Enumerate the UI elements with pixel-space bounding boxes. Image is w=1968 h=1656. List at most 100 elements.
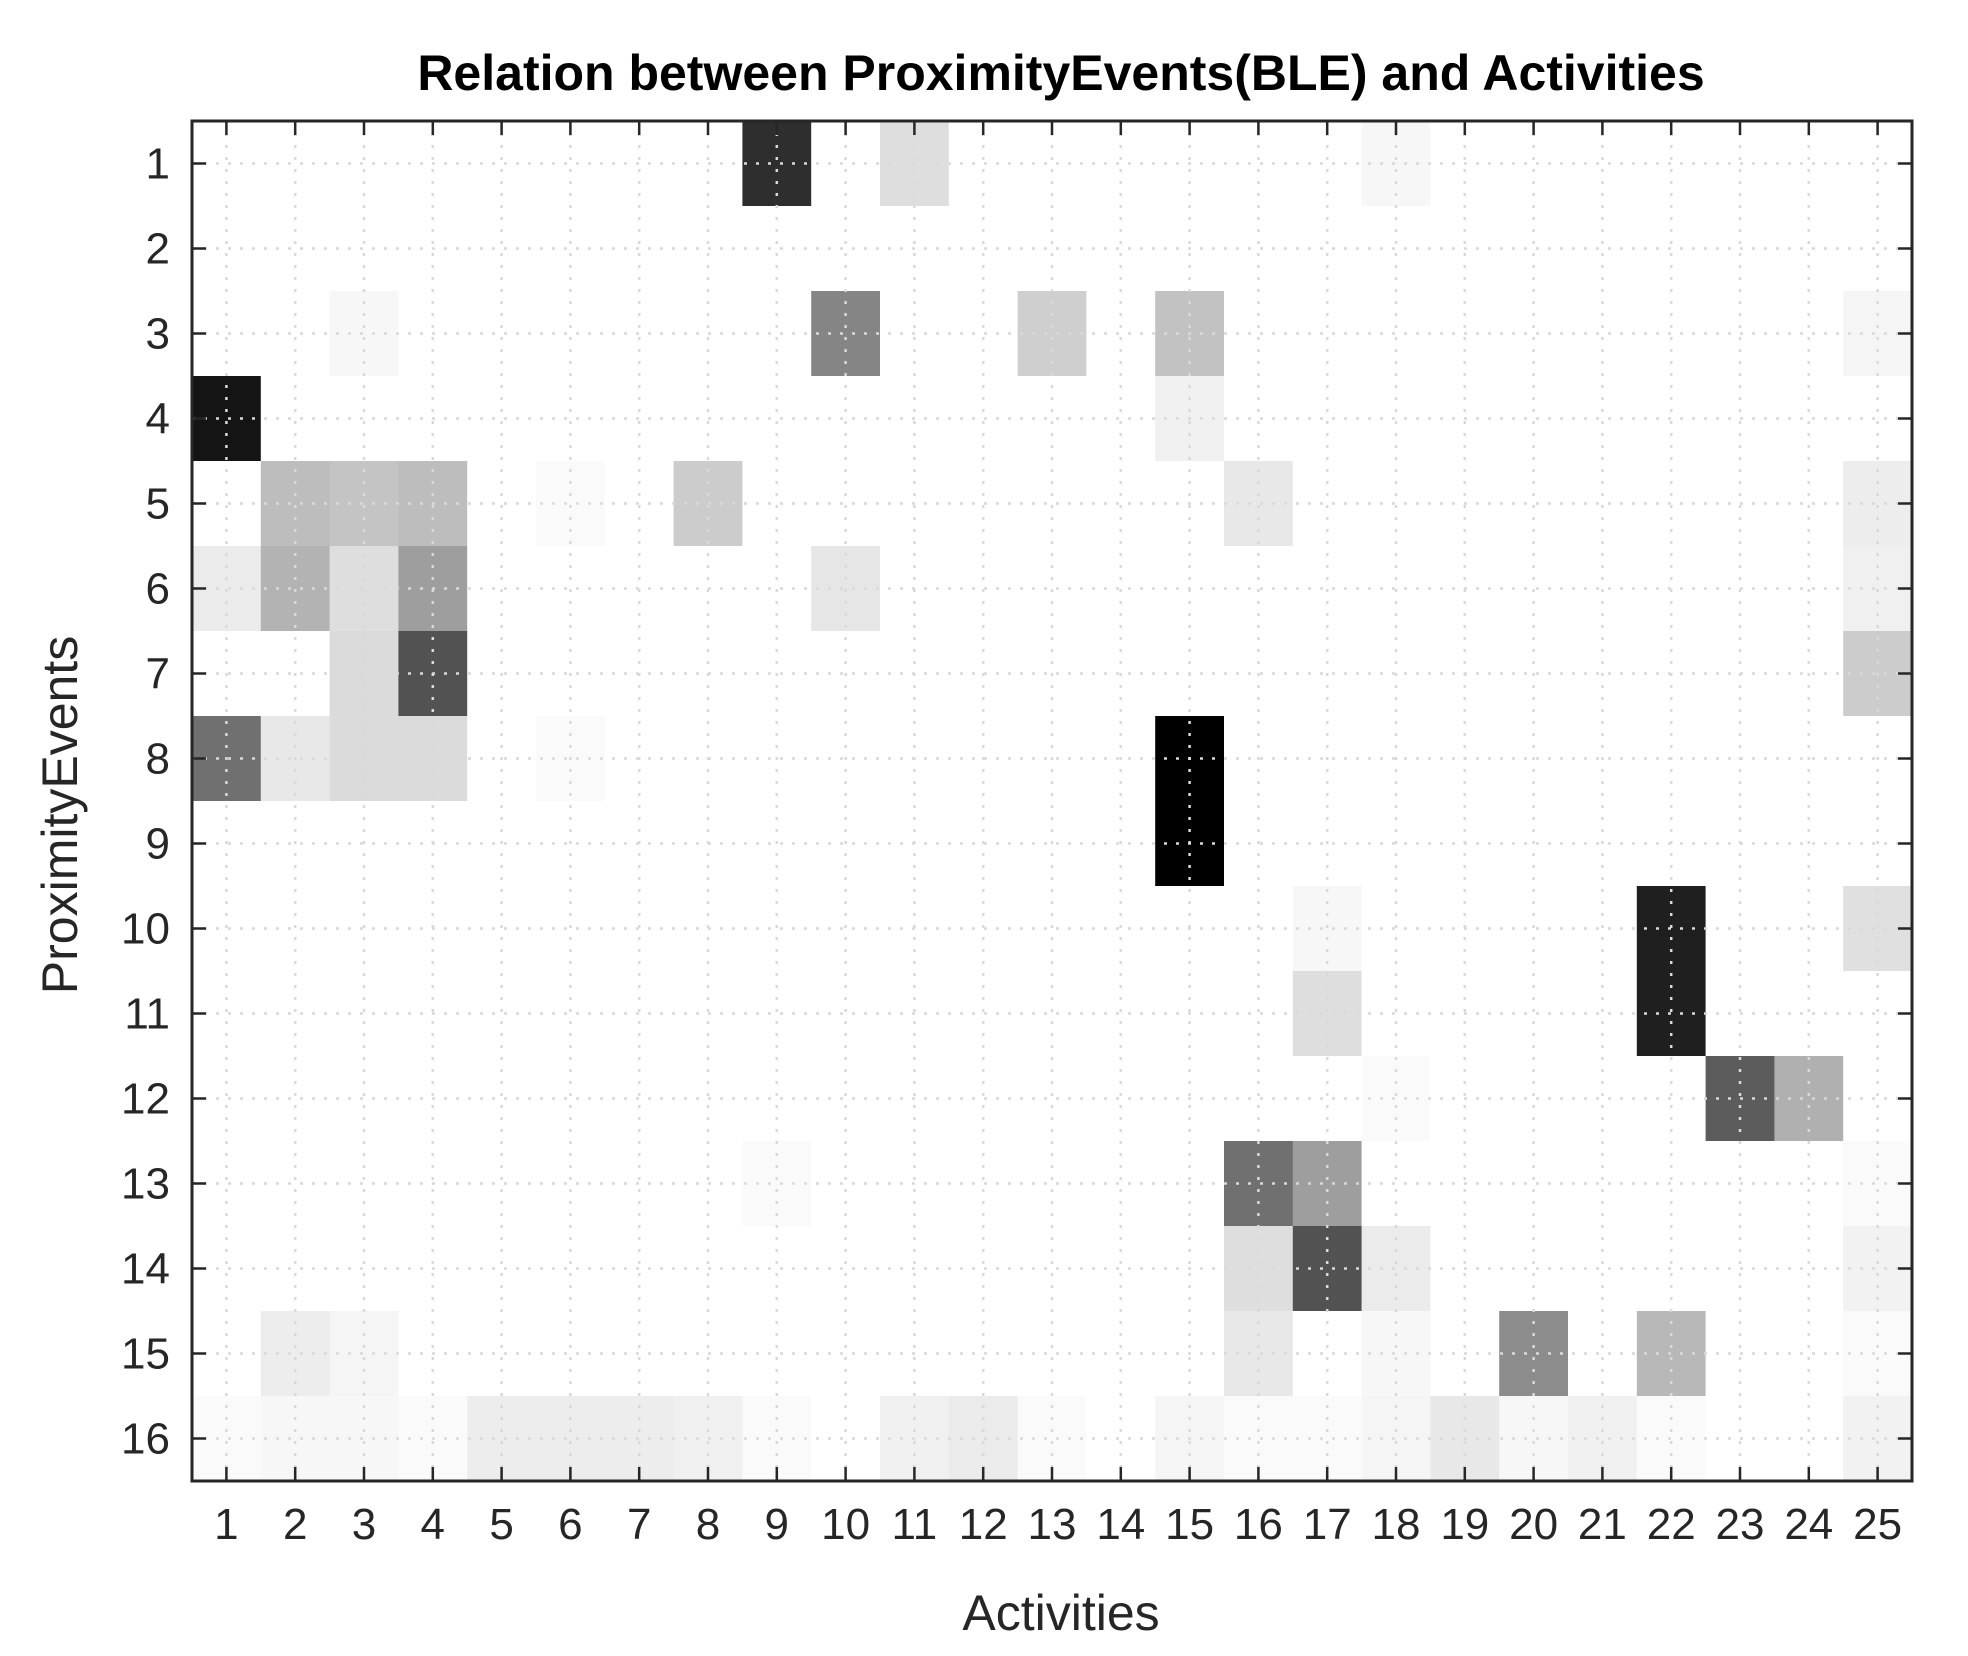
x-tick-label-16: 16	[1234, 1500, 1283, 1549]
heatmap-cell-r12-c18	[1361, 1056, 1431, 1142]
x-tick-label-4: 4	[421, 1500, 445, 1549]
heatmap-cell-r4-c20	[1499, 376, 1569, 462]
heatmap-cell-r12-c24	[1774, 1056, 1844, 1142]
x-tick-label-1: 1	[214, 1500, 238, 1549]
heatmap-cell-r12-c21	[1568, 1056, 1638, 1142]
heatmap-cell-r12-c16	[1224, 1056, 1294, 1142]
heatmap-cell-r6-c2	[260, 546, 331, 632]
x-tick-label-8: 8	[696, 1500, 720, 1549]
heatmap-cell-r12-c5	[467, 1056, 537, 1142]
heatmap-cell-r6-c21	[1568, 546, 1638, 632]
x-tick-label-14: 14	[1096, 1500, 1145, 1549]
heatmap-cell-r12-c7	[604, 1056, 675, 1142]
heatmap-cell-r12-c13	[1017, 1056, 1087, 1142]
heatmap-cell-r10-c10	[811, 886, 881, 972]
heatmap-cell-r4-c12	[948, 376, 1019, 462]
heatmap-cell-r11-c5	[467, 971, 537, 1057]
x-tick-label-22: 22	[1647, 1500, 1696, 1549]
heatmap-cell-r11-c18	[1361, 971, 1431, 1057]
x-tick-label-24: 24	[1784, 1500, 1833, 1549]
x-tick-label-18: 18	[1372, 1500, 1421, 1549]
heatmap-cell-r5-c2	[260, 461, 331, 547]
heatmap-cell-r10-c5	[467, 886, 537, 972]
heatmap-cell-r6-c20	[1499, 546, 1569, 632]
heatmap-cell-r4-c18	[1361, 376, 1431, 462]
x-tick-label-9: 9	[765, 1500, 789, 1549]
y-tick-label-6: 6	[146, 565, 170, 614]
heatmap-cell-r5-c14	[1086, 461, 1156, 547]
heatmap-cell-r5-c16	[1224, 461, 1294, 547]
heatmap-cell-r11-c13	[1017, 971, 1087, 1057]
heatmap-cell-r10-c16	[1224, 886, 1294, 972]
x-tick-labels: 1 2 3 4 5 6 7 8 9 10 11 12 13 14 15 16 17 18 19 20 21 22 23 24 2…	[214, 1500, 1902, 1549]
heatmap-cell-r10-c21	[1568, 886, 1638, 972]
heatmap-cell-r6-c18	[1361, 546, 1431, 632]
heatmap-cell-r10-c22	[1636, 886, 1707, 972]
heatmap-cell-r4-c21	[1568, 376, 1638, 462]
heatmap-cell-r6-c10	[811, 546, 881, 632]
heatmap-cell-r10-c14	[1086, 886, 1156, 972]
heatmap-cell-r6-c17	[1292, 546, 1363, 632]
heatmap-cell-r6-c6	[536, 546, 606, 632]
heatmap-cell-r11-c21	[1568, 971, 1638, 1057]
y-tick-label-11: 11	[124, 990, 170, 1039]
heatmap-cell-r4-c6	[536, 376, 606, 462]
x-tick-label-12: 12	[959, 1500, 1008, 1549]
heatmap-cell-r4-c22	[1636, 376, 1707, 462]
heatmap-cell-r4-c14	[1086, 376, 1156, 462]
x-tick-label-25: 25	[1853, 1500, 1902, 1549]
heatmap-cell-r11-c9	[742, 971, 812, 1057]
heatmap-cell-r6-c9	[742, 546, 812, 632]
heatmap-cell-r5-c13	[1017, 461, 1087, 547]
y-tick-label-1: 1	[146, 140, 170, 189]
heatmap-cells	[192, 121, 1913, 1482]
heatmap-cell-r12-c3	[329, 1056, 399, 1142]
heatmap-cell-r10-c13	[1017, 886, 1087, 972]
heatmap-cell-r4-c3	[329, 376, 399, 462]
heatmap-cell-r6-c24	[1774, 546, 1844, 632]
heatmap-cell-r11-c16	[1224, 971, 1294, 1057]
chart-title: Relation between ProximityEvents(BLE) an…	[417, 45, 1704, 101]
heatmap-cell-r10-c18	[1361, 886, 1431, 972]
heatmap-cell-r5-c17	[1292, 461, 1363, 547]
heatmap-cell-r6-c7	[604, 546, 675, 632]
heatmap-cell-r11-c17	[1292, 971, 1363, 1057]
heatmap-cell-r12-c22	[1636, 1056, 1707, 1142]
heatmap-cell-r4-c7	[604, 376, 675, 462]
x-tick-label-11: 11	[892, 1500, 938, 1549]
heatmap-cell-r12-c17	[1292, 1056, 1363, 1142]
x-tick-label-17: 17	[1303, 1500, 1352, 1549]
x-tick-label-20: 20	[1509, 1500, 1558, 1549]
heatmap-cell-r12-c10	[811, 1056, 881, 1142]
heatmap-cell-r4-c24	[1774, 376, 1844, 462]
y-tick-label-10: 10	[121, 905, 170, 954]
x-tick-label-19: 19	[1440, 1500, 1489, 1549]
y-tick-label-8: 8	[146, 735, 170, 784]
y-tick-label-4: 4	[146, 395, 170, 444]
heatmap-cell-r6-c22	[1636, 546, 1707, 632]
heatmap-cell-r6-c3	[329, 546, 399, 632]
heatmap-cell-r10-c24	[1774, 886, 1844, 972]
y-tick-label-7: 7	[146, 650, 170, 699]
heatmap-cell-r4-c16	[1224, 376, 1294, 462]
y-axis-label: ProximityEvents	[32, 636, 88, 994]
heatmap-cell-r11-c2	[260, 971, 331, 1057]
y-tick-label-12: 12	[121, 1075, 170, 1124]
heatmap-cell-r4-c2	[260, 376, 331, 462]
heatmap-cell-r11-c7	[604, 971, 675, 1057]
heatmap-cell-r11-c3	[329, 971, 399, 1057]
x-tick-label-10: 10	[821, 1500, 870, 1549]
y-tick-label-2: 2	[146, 225, 170, 274]
x-tick-label-15: 15	[1165, 1500, 1214, 1549]
heatmap-cell-r4-c13	[1017, 376, 1087, 462]
y-tick-label-14: 14	[121, 1245, 170, 1294]
heatmap-cell-r11-c12	[948, 971, 1019, 1057]
x-tick-label-21: 21	[1578, 1500, 1627, 1549]
heatmap-cell-r6-c13	[1017, 546, 1087, 632]
x-tick-label-7: 7	[627, 1500, 651, 1549]
heatmap-cell-r12-c12	[948, 1056, 1019, 1142]
heatmap-cell-r5-c9	[742, 461, 812, 547]
heatmap-cell-r10-c17	[1292, 886, 1363, 972]
heatmap-cell-r11-c22	[1636, 971, 1707, 1057]
